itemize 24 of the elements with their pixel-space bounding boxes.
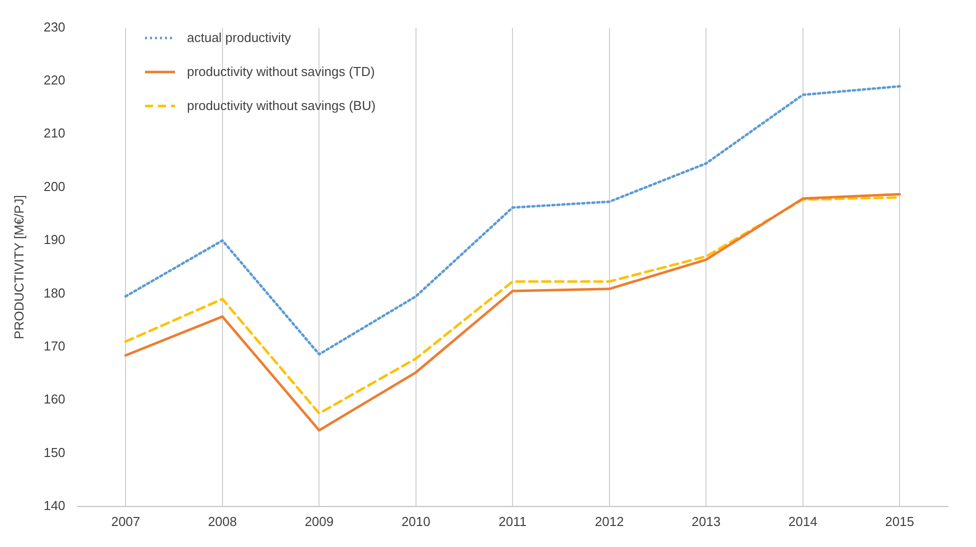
y-axis-title: PRODUCTIVITY [M€/PJ] (11, 194, 26, 340)
x-tick-label: 2007 (111, 514, 140, 529)
y-tick-label: 210 (44, 126, 66, 141)
x-tick-label: 2008 (208, 514, 237, 529)
y-tick-label: 150 (44, 444, 66, 460)
x-tick-label: 2013 (692, 514, 721, 529)
x-tick-label: 2011 (498, 514, 527, 529)
y-tick-label: 140 (44, 498, 66, 513)
y-tick-label: 200 (44, 178, 66, 194)
y-tick-label: 180 (44, 285, 66, 300)
x-tick-label: 2009 (304, 514, 334, 529)
legend-label: productivity without savings (BU) (187, 98, 376, 113)
y-tick-label: 190 (44, 232, 66, 248)
legend-label: productivity without savings (TD) (187, 64, 375, 79)
line-series (124, 85, 901, 356)
x-tick-label: 2010 (401, 514, 430, 529)
x-tick-label: 2012 (594, 514, 624, 529)
y-tick-label: 170 (44, 338, 66, 354)
y-tick-label: 230 (44, 19, 66, 34)
x-tick-label: 2015 (885, 514, 914, 529)
y-tick-label: 220 (44, 72, 66, 88)
x-tick-label: 2014 (788, 514, 818, 529)
legend-label: actual productivity (187, 30, 292, 45)
y-tick-label: 160 (44, 392, 66, 407)
